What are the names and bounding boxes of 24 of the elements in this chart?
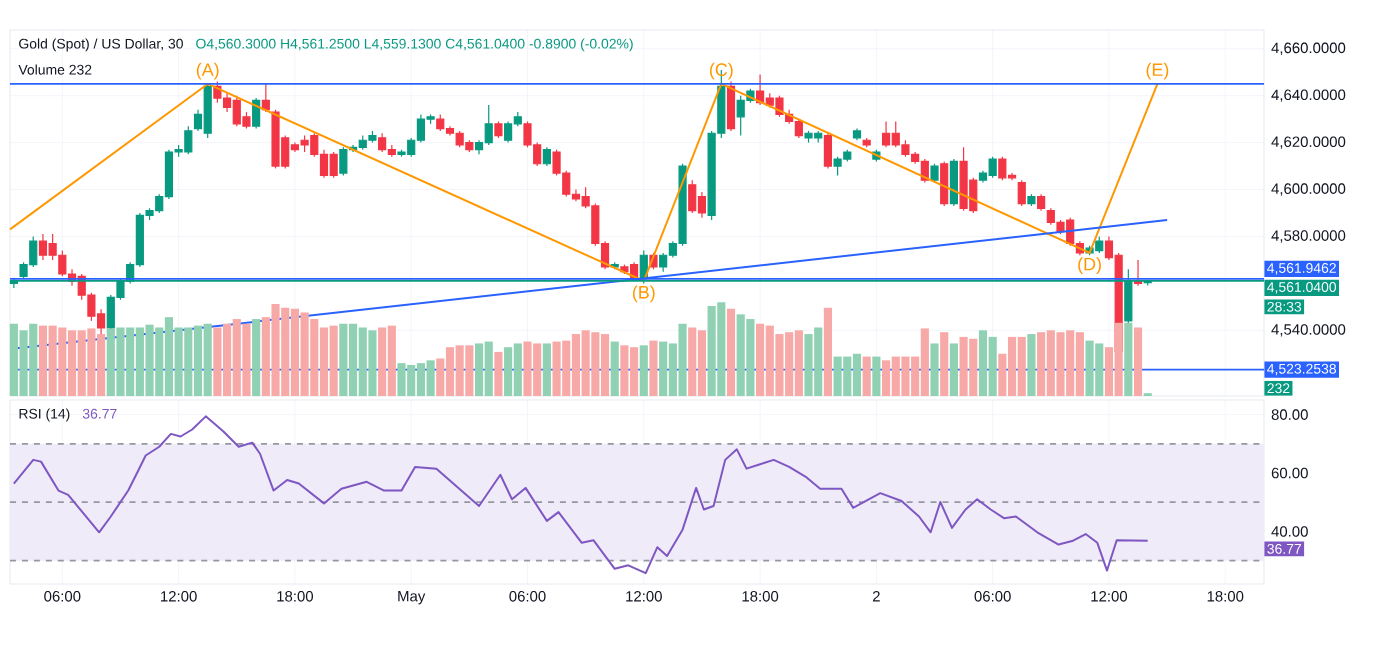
- candlestick: [252, 97, 261, 130]
- candlestick: [542, 146, 551, 167]
- bar: [649, 340, 658, 396]
- bar: [862, 356, 871, 396]
- annotation: (A): [196, 62, 219, 80]
- bar: [639, 345, 648, 396]
- bar: [823, 307, 832, 396]
- annotation: (C): [709, 62, 733, 80]
- annotation: (B): [632, 285, 655, 303]
- candlestick: [949, 158, 958, 207]
- bar: [930, 343, 939, 396]
- bar: [542, 343, 551, 396]
- bar: [1027, 334, 1036, 396]
- bar: [610, 341, 619, 396]
- bar: [252, 319, 261, 396]
- bar: [494, 351, 503, 396]
- annotation: (E): [1146, 62, 1169, 80]
- bar: [726, 308, 736, 396]
- bar: [949, 343, 958, 396]
- candlestick: [1037, 193, 1046, 212]
- bar: [940, 332, 949, 396]
- annotation: (D): [1078, 257, 1101, 274]
- bar: [1133, 327, 1143, 396]
- bar: [872, 356, 881, 396]
